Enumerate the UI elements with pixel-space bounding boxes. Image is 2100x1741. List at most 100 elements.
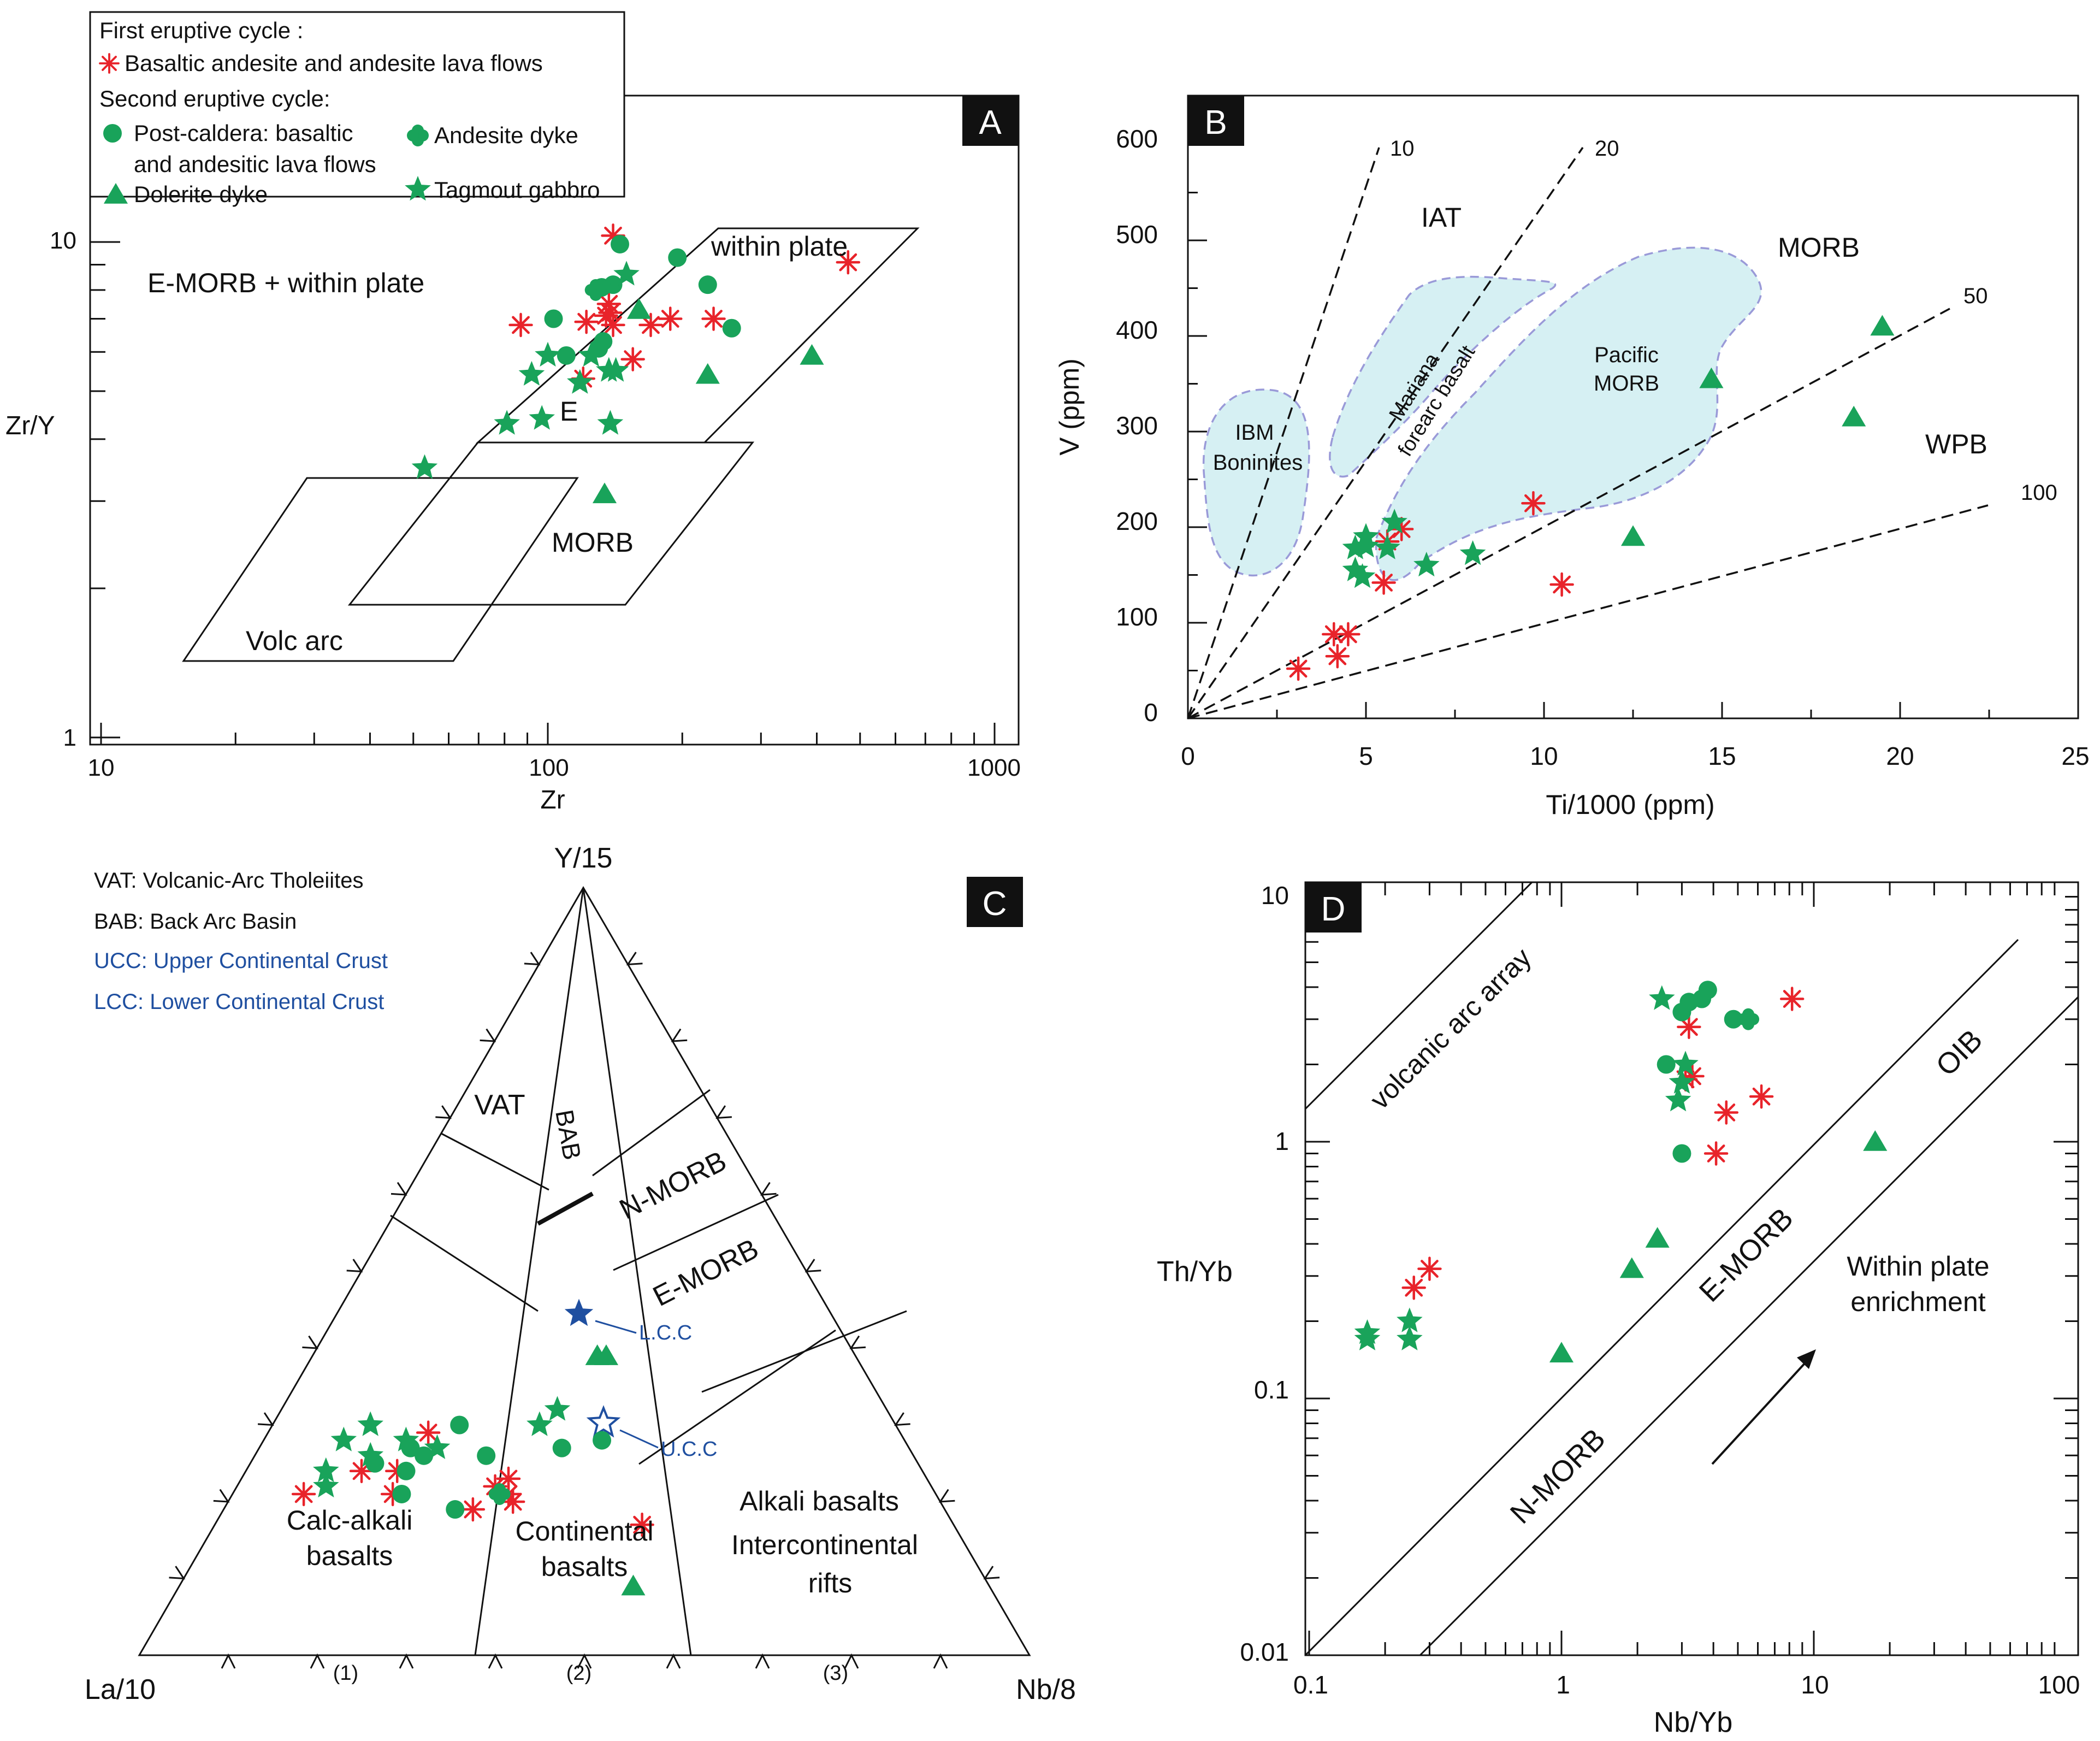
ternary-tick <box>391 1182 407 1196</box>
field-label-calc-1: Calc-alkali <box>287 1505 413 1536</box>
panel-b-xtick-15: 15 <box>1708 742 1736 770</box>
panel-d-point-pentagram-4 <box>1649 985 1675 1010</box>
panel-a-point-triangle-0 <box>626 298 652 319</box>
field-label-alk-3: rifts <box>808 1568 853 1598</box>
enrichment-arrow-icon <box>1711 1349 1816 1465</box>
panel-c-lcc-label: L.C.C <box>639 1321 692 1344</box>
ucc-pointer <box>619 1429 659 1449</box>
legend-title-second: Second eruptive cycle: <box>99 86 330 111</box>
panel-d-badge-label: D <box>1321 890 1346 928</box>
ternary-tick <box>626 952 643 966</box>
panel-d-ytick-10: 10 <box>1261 881 1289 910</box>
panel-a-point-circle-5 <box>544 309 563 328</box>
panel-a-point-pentagram-0 <box>613 261 640 286</box>
panel-c-point-circle-2 <box>415 1446 434 1465</box>
panel-c: C Y/15 La/10 Nb/8 (1) (2) (3) VAT: Volca… <box>85 842 1076 1705</box>
panel-d-point-asterisk-2 <box>1677 1014 1701 1040</box>
panel-d-ticks <box>1305 882 2078 1656</box>
panel-c-field-lines <box>390 887 907 1656</box>
ternary-tick <box>804 1259 821 1273</box>
panel-d-frame <box>1304 881 2079 1656</box>
panel-c-point-asterisk-7 <box>460 1497 486 1522</box>
panel-b-point-triangle-0 <box>1870 315 1895 336</box>
panel-a-badge <box>962 96 1019 146</box>
panel-c-apex-left: La/10 <box>85 1674 156 1705</box>
panel-b-ratio-100: 100 <box>2021 481 2057 505</box>
panel-a-point-asterisk-7 <box>701 306 726 331</box>
panel-a-point-circle-9 <box>557 346 576 365</box>
panel-a-point-triangle-2 <box>695 363 720 384</box>
panel-b-point-asterisk-8 <box>1549 572 1574 597</box>
panel-d-xtick-10: 10 <box>1801 1671 1829 1699</box>
panel-d-field-line-2 <box>1419 996 2078 1655</box>
legend-circle-mark <box>103 124 122 143</box>
panel-b-point-pentagram-2 <box>1381 509 1407 534</box>
panel-b-point-pentagram-6 <box>1413 552 1440 577</box>
field-label-iat: IAT <box>1421 202 1462 233</box>
panel-c-note-ucc: UCC: Upper Continental Crust <box>94 949 388 973</box>
panel-b-ratio-20: 20 <box>1595 137 1619 161</box>
panel-d-point-triangle-3 <box>1863 1130 1888 1151</box>
panel-b-ratio-lines <box>1187 147 1989 719</box>
ternary-tick <box>938 1489 955 1503</box>
ternary-tick <box>755 1653 770 1669</box>
panel-a-point-circle-0 <box>610 234 629 253</box>
panel-b-point-pentagram-0 <box>1342 534 1369 559</box>
panel-d-ylabel: Th/Yb <box>1157 1256 1233 1288</box>
panel-d-point-pentagram-7 <box>1672 1050 1699 1076</box>
panel-c-point-triangle-1 <box>594 1344 619 1365</box>
panel-c-point-pentagram-7 <box>544 1396 571 1421</box>
ternary-tick <box>671 1028 688 1042</box>
panel-b-point-pentagram-5 <box>1349 563 1376 588</box>
legend: First eruptive cycle : Basaltic andesite… <box>89 11 625 207</box>
panel-b-xtick-25: 25 <box>2061 742 2089 770</box>
field-label-pacific-2: MORB <box>1594 371 1659 396</box>
panel-c-note-bab: BAB: Back Arc Basin <box>94 910 297 934</box>
ratio-line-100 <box>1187 504 1989 719</box>
panel-c-apex-right: Nb/8 <box>1016 1674 1076 1705</box>
panel-a-point-asterisk-9 <box>598 300 623 325</box>
panel-b-xtick-10: 10 <box>1530 742 1558 770</box>
panel-a-point-clover-0 <box>584 279 607 301</box>
field-label-calc-2: basalts <box>306 1541 393 1571</box>
ternary-tick <box>310 1653 325 1669</box>
panel-d-point-asterisk-8 <box>1779 987 1805 1011</box>
panel-a-fields <box>182 227 920 662</box>
panel-d-xtick-0.1: 0.1 <box>1293 1671 1328 1699</box>
panel-c-point-pentagram-0 <box>357 1411 383 1436</box>
ternary-tick <box>213 1489 230 1503</box>
legend-circle-icon <box>103 124 122 143</box>
panel-a-ytick-1: 1 <box>63 724 76 751</box>
panel-a-point-asterisk-11 <box>620 347 645 371</box>
field-label-within-plate: within plate <box>711 231 848 262</box>
ternary-tick <box>524 952 541 966</box>
panel-c-ticks <box>169 952 1000 1669</box>
panel-b-ratio-50: 50 <box>1963 284 1988 308</box>
panel-a-ylabel: Zr/Y <box>5 411 55 440</box>
panel-a-point-pentagram-10 <box>411 454 438 479</box>
panel-d-point-pentagram-6 <box>1669 1069 1695 1094</box>
panel-d-point-circle-3 <box>1698 981 1717 1000</box>
panel-c-point-asterisk-0 <box>416 1420 441 1445</box>
field-label-vat: VAT <box>474 1089 525 1121</box>
field-label-nmorb: N-MORB <box>614 1145 731 1225</box>
panel-a-point-pentagram-1 <box>578 341 604 367</box>
panel-c-point-circle-7 <box>446 1500 465 1519</box>
panel-a-point-circle-6 <box>722 318 741 338</box>
panel-b-points <box>1286 315 1895 681</box>
panel-b-point-pentagram-4 <box>1342 556 1369 581</box>
panel-a-point-pentagram-7 <box>529 405 555 430</box>
legend-item-circle-2: and andesitic lava flows <box>134 151 376 177</box>
panel-a-point-circle-8 <box>594 332 613 351</box>
field-label-wpb: WPB <box>1925 429 1987 459</box>
panel-a-point-pentagram-9 <box>597 410 624 435</box>
legend-clover-icon <box>407 125 429 146</box>
panel-b-point-triangle-1 <box>1699 367 1724 388</box>
field-label-pacific-1: Pacific <box>1594 343 1659 367</box>
panel-b-ytick-300: 300 <box>1116 411 1158 440</box>
panel-c-point-circle-8 <box>552 1438 571 1457</box>
panel-a-xtick-10: 10 <box>88 754 115 781</box>
panel-d-point-triangle-0 <box>1549 1342 1574 1363</box>
panel-c-point-asterisk-6 <box>291 1482 316 1507</box>
